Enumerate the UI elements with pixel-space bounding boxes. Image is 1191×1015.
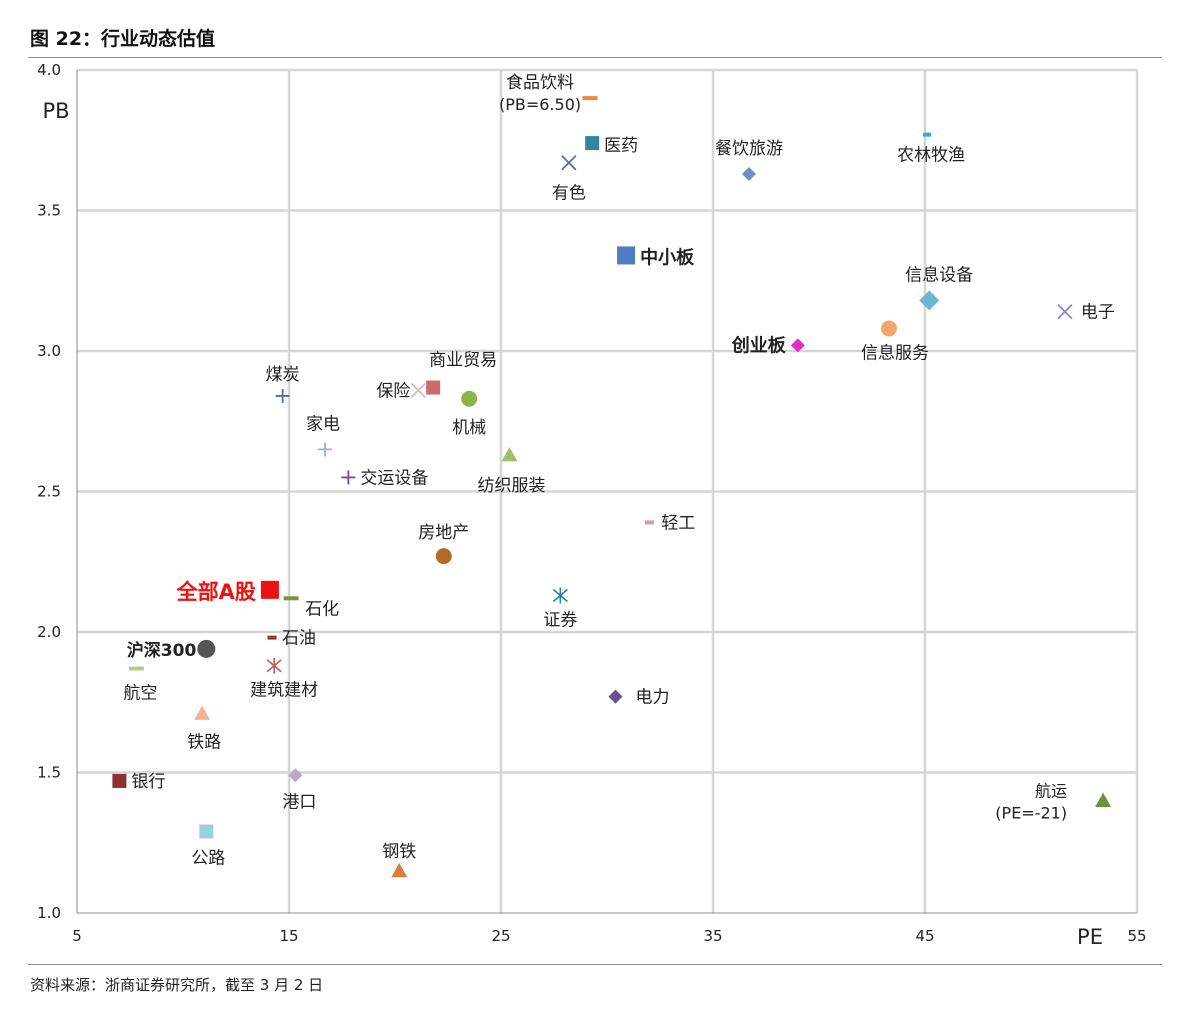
point-9-marker bbox=[880, 320, 897, 337]
point-24-label: 建筑建材 bbox=[250, 681, 318, 701]
point-8-label: 创业板 bbox=[731, 334, 787, 356]
point-4-marker bbox=[923, 132, 932, 137]
point-25-marker bbox=[128, 666, 144, 671]
x-tick-label: 25 bbox=[491, 927, 510, 945]
point-19-marker bbox=[260, 580, 279, 599]
point-9-label: 信息服务 bbox=[861, 344, 929, 364]
y-tick-label: 1.0 bbox=[37, 904, 61, 922]
point-0-label: 食品饮料 bbox=[506, 73, 574, 93]
point-27-label: 铁路 bbox=[187, 732, 221, 752]
point-12-marker bbox=[426, 380, 441, 395]
point-17-marker bbox=[644, 520, 654, 525]
point-10-label: 煤炭 bbox=[266, 365, 300, 385]
point-13-marker bbox=[461, 390, 478, 407]
point-20-marker bbox=[283, 596, 299, 601]
point-0-note: (PB=6.50) bbox=[499, 95, 581, 114]
point-24-marker bbox=[266, 657, 282, 674]
point-13-label: 机械 bbox=[452, 418, 486, 438]
x-tick-label: 55 bbox=[1127, 927, 1146, 945]
point-26-label: 电力 bbox=[635, 688, 669, 708]
point-19-label: 全部A股 bbox=[176, 580, 256, 604]
point-23-marker bbox=[267, 635, 277, 640]
point-5-label: 中小板 bbox=[640, 246, 695, 268]
point-28-label: 银行 bbox=[131, 772, 165, 792]
y-tick-label: 1.5 bbox=[37, 764, 61, 782]
point-10-marker bbox=[275, 388, 290, 403]
point-30-label: 公路 bbox=[191, 849, 225, 869]
point-5-marker bbox=[617, 246, 636, 265]
point-3-label: 餐饮旅游 bbox=[715, 139, 783, 159]
point-32-note: (PE=-21) bbox=[995, 804, 1067, 823]
y-tick-label: 3.5 bbox=[37, 202, 61, 220]
point-29-label: 港口 bbox=[282, 792, 316, 812]
x-tick-label: 45 bbox=[915, 927, 934, 945]
point-20-label: 石化 bbox=[305, 599, 339, 619]
point-27-marker bbox=[194, 705, 211, 720]
point-17-label: 轻工 bbox=[661, 513, 695, 533]
point-16-marker bbox=[341, 470, 356, 485]
point-15-marker bbox=[501, 446, 518, 462]
x-tick-label: 15 bbox=[279, 927, 298, 945]
point-3-marker bbox=[742, 166, 757, 181]
point-7-label: 电子 bbox=[1081, 303, 1115, 323]
point-14-label: 家电 bbox=[306, 414, 340, 434]
point-1-label: 医药 bbox=[604, 136, 638, 156]
point-0-marker bbox=[582, 96, 598, 101]
point-29-marker bbox=[288, 768, 303, 783]
point-1-marker bbox=[585, 136, 600, 151]
point-15-label: 纺织服装 bbox=[477, 476, 545, 496]
point-14-marker bbox=[318, 442, 333, 457]
point-22-label: 沪深300 bbox=[127, 640, 197, 661]
axes bbox=[76, 70, 1137, 914]
point-6-label: 信息设备 bbox=[905, 265, 973, 285]
y-tick-label: 2.5 bbox=[37, 483, 61, 501]
point-16-label: 交运设备 bbox=[360, 468, 428, 488]
y-tick-label: 2.0 bbox=[37, 623, 61, 641]
point-26-marker bbox=[608, 689, 623, 704]
grid-lines bbox=[77, 68, 1139, 913]
point-6-marker bbox=[919, 290, 940, 311]
tick-labels: 5 15 25 35 45 55 1.0 1.5 2.0 2.5 3.0 3.5 4.0 bbox=[37, 61, 1146, 945]
point-7-marker bbox=[1057, 304, 1073, 320]
point-11-label: 保险 bbox=[376, 381, 410, 401]
y-tick-label: 3.0 bbox=[37, 342, 61, 360]
y-tick-label: 4.0 bbox=[37, 61, 61, 79]
point-4-label: 农林牧渔 bbox=[897, 146, 965, 166]
data-points bbox=[112, 96, 1112, 878]
point-28-marker bbox=[112, 773, 127, 788]
point-31-label: 钢铁 bbox=[382, 842, 416, 862]
point-30-marker bbox=[199, 824, 214, 839]
bottom-rule bbox=[28, 964, 1162, 965]
point-21-label: 证券 bbox=[543, 610, 577, 630]
point-31-marker bbox=[391, 862, 408, 878]
point-12-label: 商业贸易 bbox=[429, 351, 497, 371]
point-23-label: 石油 bbox=[282, 629, 316, 649]
point-2-label: 有色 bbox=[552, 184, 586, 204]
point-25-label: 航空 bbox=[123, 684, 157, 704]
x-tick-label: 35 bbox=[703, 927, 722, 945]
point-21-marker bbox=[552, 587, 568, 604]
point-18-label: 房地产 bbox=[418, 523, 469, 543]
source-note: 资料来源：浙商证券研究所，截至 3 月 2 日 bbox=[30, 976, 324, 994]
point-22-marker bbox=[197, 639, 216, 658]
point-18-marker bbox=[435, 548, 452, 565]
point-11-marker bbox=[410, 382, 426, 398]
y-axis-label: PB bbox=[42, 99, 69, 123]
top-rule bbox=[28, 57, 1162, 58]
x-axis-label: PE bbox=[1077, 925, 1103, 949]
x-tick-label: 5 bbox=[72, 927, 82, 945]
point-32-marker bbox=[1095, 792, 1112, 807]
figure-title: 图 22：行业动态估值 bbox=[30, 28, 216, 50]
point-32-label: 航运 bbox=[1035, 782, 1067, 801]
point-8-marker bbox=[790, 338, 805, 353]
point-2-marker bbox=[561, 155, 577, 171]
